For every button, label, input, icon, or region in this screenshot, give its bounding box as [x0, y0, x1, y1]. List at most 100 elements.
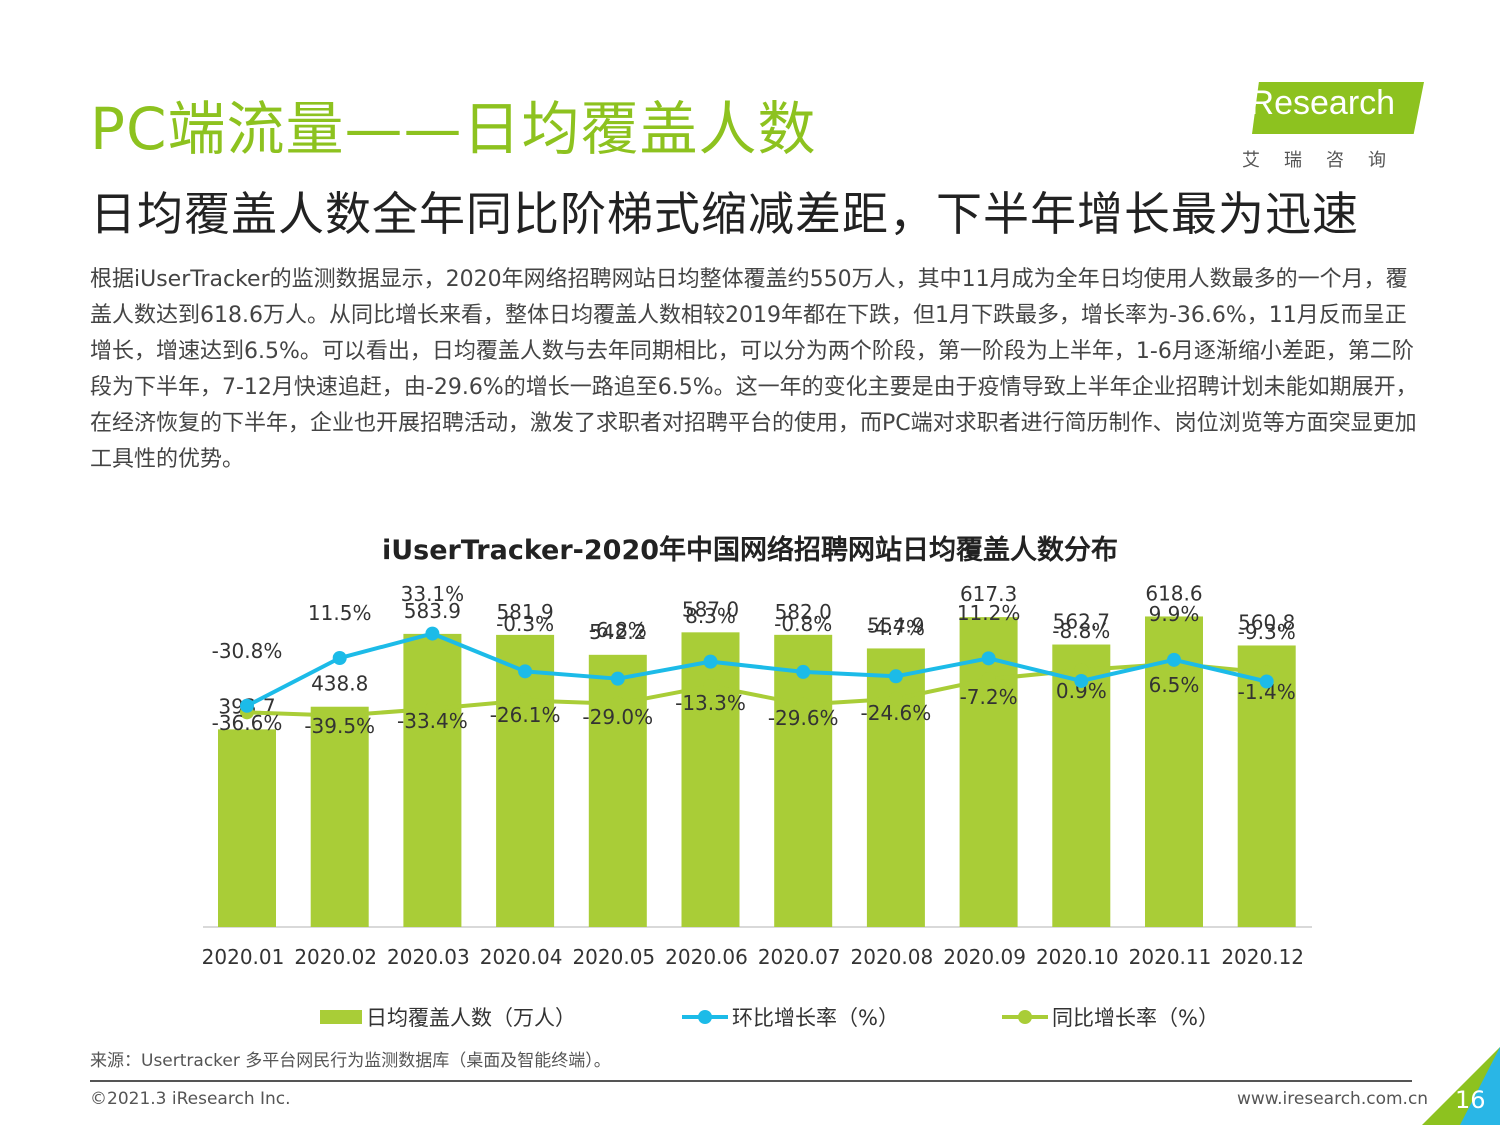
mom-data-label: 11.5% — [308, 601, 372, 625]
chart-title: iUserTracker-2020年中国网络招聘网站日均覆盖人数分布 — [381, 535, 1119, 566]
logo-subtitle: 艾瑞咨询 — [1242, 150, 1410, 171]
yoy-point — [425, 701, 440, 716]
bar-value-label: 560.8 — [1238, 610, 1295, 634]
legend-label-bar: 日均覆盖人数（万人） — [366, 1006, 576, 1030]
mom-data-label: -30.8% — [212, 639, 283, 663]
bar — [218, 729, 276, 927]
yoy-data-label: -39.5% — [304, 714, 375, 738]
bar — [774, 634, 833, 927]
yoy-point — [518, 693, 533, 708]
yoy-data-label: -24.6% — [861, 701, 932, 725]
yoy-point — [888, 691, 903, 706]
legend-label-yoy: 同比增长率（%） — [1052, 1006, 1219, 1030]
legend-swatch-bar — [320, 1010, 362, 1024]
bar-value-label: 617.3 — [960, 582, 1017, 606]
mom-data-label: -9.3% — [1238, 620, 1296, 644]
bar — [1237, 645, 1296, 927]
bar — [866, 648, 925, 927]
yoy-data-label: -33.4% — [397, 709, 468, 733]
mom-point — [332, 651, 347, 666]
x-tick-label: 2020.07 — [758, 945, 841, 969]
mom-data-label: 11.2% — [957, 601, 1021, 625]
legend-item-bar: 日均覆盖人数（万人） — [320, 1002, 576, 1032]
bar — [588, 654, 647, 927]
mom-point — [610, 671, 625, 686]
page-number: 16 — [1455, 1086, 1486, 1114]
yoy-data-label: -7.2% — [960, 685, 1018, 709]
x-tick-label: 2020.10 — [1036, 945, 1119, 969]
mom-point — [796, 664, 811, 679]
bar — [496, 634, 555, 927]
yoy-point — [981, 672, 996, 687]
iresearch-logo: iResearch 艾瑞咨询 — [1238, 78, 1428, 173]
mom-point — [518, 664, 533, 679]
bar-value-label: 581.9 — [496, 600, 553, 624]
mom-point — [981, 651, 996, 666]
legend-item-mom: 环比增长率（%） — [682, 1002, 899, 1032]
mom-data-label: -4.7% — [867, 616, 925, 640]
yoy-point — [796, 697, 811, 712]
x-tick-label: 2020.12 — [1221, 945, 1304, 969]
bar-value-label: 562.7 — [1053, 610, 1110, 634]
yoy-data-label: -29.6% — [768, 706, 839, 730]
x-tick-label: 2020.01 — [202, 945, 285, 969]
x-tick-label: 2020.05 — [572, 945, 655, 969]
x-tick-label: 2020.04 — [480, 945, 563, 969]
yoy-data-label: -29.0% — [582, 705, 653, 729]
bar-value-label: 542.2 — [589, 620, 646, 644]
mom-data-label: -6.8% — [589, 618, 647, 642]
bar-value-label: 618.6 — [1145, 581, 1202, 605]
mom-point — [1259, 674, 1274, 689]
combo-chart: 393.7438.8583.9581.9542.2587.0582.0554.9… — [202, 581, 1312, 969]
mom-point — [425, 626, 440, 641]
x-tick-label: 2020.06 — [665, 945, 748, 969]
yoy-point — [1074, 662, 1089, 677]
bar-value-label: 438.8 — [311, 672, 368, 696]
logo-banner — [1252, 82, 1424, 134]
yoy-point — [703, 679, 718, 694]
mom-point — [1074, 673, 1089, 688]
mom-data-label: 9.9% — [1149, 602, 1200, 626]
mom-point — [240, 698, 254, 713]
bar — [959, 617, 1018, 927]
mom-line — [246, 631, 1268, 708]
mom-data-label: 8.3% — [685, 604, 736, 628]
x-tick-label: 2020.02 — [294, 945, 377, 969]
yoy-point — [610, 696, 625, 711]
headline: 日均覆盖人数全年同比阶梯式缩减差距，下半年增长最为迅速 — [90, 187, 1359, 241]
legend-item-yoy: 同比增长率（%） — [1002, 1002, 1219, 1032]
bar-value-label: 582.0 — [775, 600, 832, 624]
source-note: 来源：Usertracker 多平台网民行为监测数据库（桌面及智能终端）。 — [90, 1051, 611, 1071]
yoy-data-label: 6.5% — [1149, 673, 1200, 697]
yoy-line — [246, 661, 1267, 718]
yoy-point — [332, 708, 347, 723]
legend-label-mom: 环比增长率（%） — [732, 1006, 899, 1030]
bar — [681, 632, 740, 927]
x-tick-label: 2020.11 — [1129, 945, 1212, 969]
copyright: ©2021.3 iResearch Inc. — [90, 1089, 291, 1109]
website-link[interactable]: www.iresearch.com.cn — [1237, 1089, 1429, 1109]
bar — [403, 633, 462, 927]
logo-wordmark: iResearch — [1242, 84, 1396, 122]
mom-data-label: -8.8% — [1052, 619, 1110, 643]
mom-point — [1167, 652, 1181, 667]
legend-swatch-yoy — [1002, 1010, 1048, 1024]
x-tick-label: 2020.03 — [387, 945, 470, 969]
bar-value-label: 583.9 — [404, 599, 461, 623]
mom-point — [703, 654, 718, 669]
yoy-data-label: -13.3% — [675, 691, 746, 715]
yoy-data-label: -36.6% — [212, 711, 283, 735]
footer-divider — [90, 1080, 1412, 1082]
mom-data-label: 33.1% — [401, 582, 465, 606]
yoy-data-label: -26.1% — [490, 703, 561, 727]
corner-decoration — [1422, 1047, 1500, 1125]
legend-swatch-mom — [682, 1010, 728, 1024]
x-tick-label: 2020.08 — [851, 945, 934, 969]
section-title: PC端流量——日均覆盖人数 — [90, 95, 817, 163]
mom-point — [888, 669, 903, 684]
mom-data-label: -0.3% — [496, 612, 554, 636]
bar — [310, 706, 369, 927]
bar — [1052, 644, 1111, 927]
bar-value-label: 554.9 — [867, 613, 924, 637]
body-paragraph: 根据iUserTracker的监测数据显示，2020年网络招聘网站日均整体覆盖约… — [90, 267, 1418, 472]
